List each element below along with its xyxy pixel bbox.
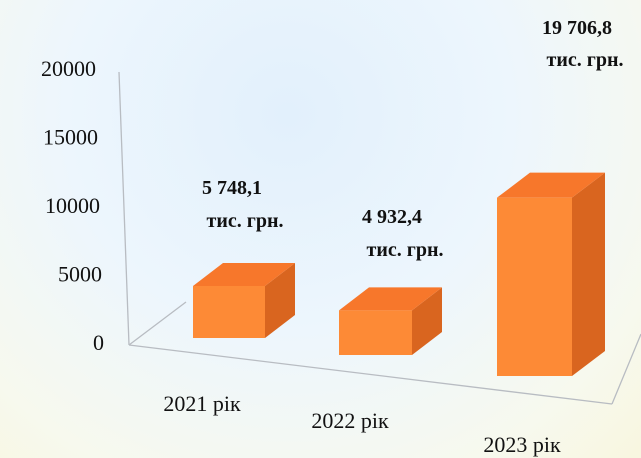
y-axis-line [118,71,130,346]
bar-top-face [339,287,442,311]
floor-right-edge [611,333,641,405]
x-axis-categories: 2021 рік 2022 рік 2023 рік [163,391,561,457]
bar-front-face [497,197,572,376]
bar-front-face [339,310,412,355]
bar-front-face [193,285,265,338]
bar-top-face [497,172,605,198]
floor-front-edge [128,344,613,405]
bar-side-face [265,262,295,338]
bar [193,262,295,338]
bar-series [193,172,605,376]
y-tick-label: 15000 [43,125,98,150]
bar-side-face [412,287,442,355]
category-label: 2022 рік [311,408,389,433]
data-labels: 5 748,1 тис. грн. 4 932,4 тис. грн. 19 7… [202,17,623,261]
y-tick-label: 20000 [41,56,96,81]
bar [497,172,605,376]
data-label-unit: тис. грн. [367,239,444,261]
data-label-value: 19 706,8 [542,17,612,39]
floor-left-edge [128,301,187,346]
category-label: 2021 рік [163,391,241,416]
y-tick-label: 10000 [45,193,100,218]
chart-axes [118,71,641,405]
y-tick-label: 0 [93,330,104,355]
bar-side-face [572,172,605,376]
y-axis-ticks: 0 5000 10000 15000 20000 [41,56,104,355]
bar [339,287,442,355]
data-label-value: 5 748,1 [202,177,262,199]
y-tick-label: 5000 [58,262,102,287]
data-label-unit: тис. грн. [207,210,284,232]
data-label-value: 4 932,4 [362,206,422,228]
bar-top-face [193,262,295,286]
data-label-unit: тис. грн. [547,49,624,71]
category-label: 2023 рік [483,432,561,457]
